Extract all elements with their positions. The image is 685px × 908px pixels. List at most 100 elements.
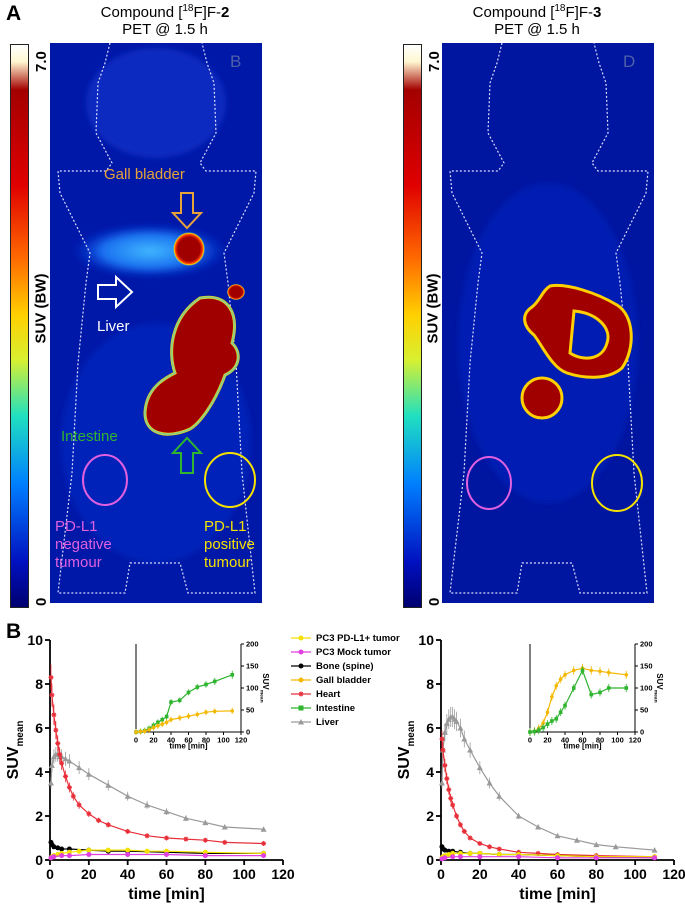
data-point — [59, 846, 65, 852]
data-point — [70, 793, 76, 799]
data-point — [450, 854, 456, 860]
x-tick-label: 20 — [472, 866, 488, 882]
data-point — [182, 815, 189, 821]
y-tick-label: 10 — [418, 632, 434, 648]
data-point — [169, 717, 173, 722]
y-axis-label: SUVmean — [653, 673, 664, 702]
x-tick-label: 0 — [134, 736, 138, 745]
data-point — [486, 780, 493, 786]
data-point — [48, 762, 55, 768]
y-axis-label: SUVmean — [396, 721, 417, 780]
y-tick-label: 100 — [640, 684, 653, 693]
y-tick-label: 0 — [246, 728, 250, 737]
data-point — [558, 677, 563, 681]
x-tick-label: 100 — [611, 736, 624, 745]
left-pet-image — [50, 43, 262, 603]
series-intestine — [134, 670, 235, 735]
data-point — [450, 802, 456, 808]
data-point — [467, 850, 473, 856]
series-liver — [47, 747, 267, 832]
y-tick-label: 200 — [246, 640, 259, 649]
series-liver — [438, 706, 658, 853]
x-axis-label: time [min] — [169, 742, 208, 751]
data-point — [496, 793, 503, 799]
right-colorbar-min: 0 — [426, 597, 443, 606]
x-tick-label: 20 — [149, 736, 157, 745]
right-pet-image — [442, 43, 654, 603]
series-line — [50, 753, 264, 830]
data-point — [606, 686, 611, 690]
data-point — [487, 844, 493, 850]
legend-marker-symbol — [298, 677, 304, 683]
y-tick-label: 0 — [426, 852, 434, 868]
right-colorbar-max: 7.0 — [426, 51, 443, 72]
data-point — [444, 776, 450, 782]
left-corner-letter: B — [230, 52, 242, 71]
data-point — [177, 698, 182, 703]
legend-item: Intestine — [290, 702, 400, 716]
x-tick-label: 40 — [120, 866, 136, 882]
data-point — [598, 690, 602, 695]
data-point — [222, 839, 228, 845]
y-tick-label: 6 — [35, 720, 43, 736]
x-tick-label: 100 — [217, 736, 230, 745]
legend-label: PC3 Mock tumor — [316, 647, 391, 658]
data-point — [147, 728, 151, 732]
y-axis-label: SUVmean — [259, 673, 270, 702]
data-point — [528, 730, 532, 734]
data-point — [532, 729, 537, 734]
left-colorbar-label: SUV (BW) — [32, 273, 50, 344]
data-point — [105, 782, 112, 788]
data-point — [62, 755, 69, 762]
data-point — [461, 828, 467, 834]
data-point — [563, 673, 567, 677]
data-point — [164, 714, 169, 719]
annot-liver: Liver — [97, 318, 130, 335]
data-point — [156, 720, 160, 725]
x-tick-label: 120 — [629, 736, 642, 745]
right-colorbar — [403, 44, 422, 608]
legend-item: Liver — [290, 716, 400, 730]
data-point — [230, 709, 235, 713]
data-point — [593, 841, 600, 848]
data-point — [151, 725, 156, 730]
annot-pdl1-positive: PD-L1 positive tumour — [204, 518, 255, 571]
y-tick-label: 2 — [426, 808, 434, 824]
legend-marker — [291, 677, 311, 683]
data-point — [66, 853, 72, 859]
data-point — [535, 824, 542, 830]
data-point — [202, 837, 208, 843]
y-tick-label: 50 — [246, 706, 254, 715]
data-point — [183, 836, 189, 842]
data-point — [545, 722, 550, 726]
data-point — [550, 695, 554, 699]
annot-pdl1-negative: PD-L1 negative tumour — [55, 518, 112, 571]
y-tick-label: 150 — [246, 662, 259, 671]
left-colorbar — [10, 44, 29, 608]
data-point — [558, 710, 563, 714]
data-point — [125, 852, 131, 857]
x-tick-label: 0 — [46, 866, 54, 882]
legend-label: PC3 PD-L1+ tumor — [316, 633, 400, 644]
data-point — [535, 850, 541, 856]
legend-marker — [291, 691, 311, 697]
x-tick-label: 40 — [167, 736, 175, 745]
legend-label: Heart — [316, 689, 341, 700]
data-point — [86, 847, 92, 853]
data-point — [260, 826, 267, 832]
data-point — [461, 736, 468, 742]
data-point — [554, 717, 559, 721]
data-point — [51, 854, 57, 860]
y-tick-label: 8 — [426, 676, 434, 692]
legend-label: Intestine — [316, 703, 356, 714]
data-point — [446, 787, 452, 793]
data-point — [438, 780, 445, 786]
data-point — [606, 670, 611, 675]
data-point — [55, 740, 61, 746]
data-point — [554, 684, 559, 688]
series-pc3-mock-tumor — [48, 852, 267, 861]
right-corner-letter: D — [623, 52, 636, 71]
data-point — [105, 822, 111, 828]
y-axis-label: SUVmean — [5, 721, 26, 780]
data-point — [554, 832, 561, 839]
